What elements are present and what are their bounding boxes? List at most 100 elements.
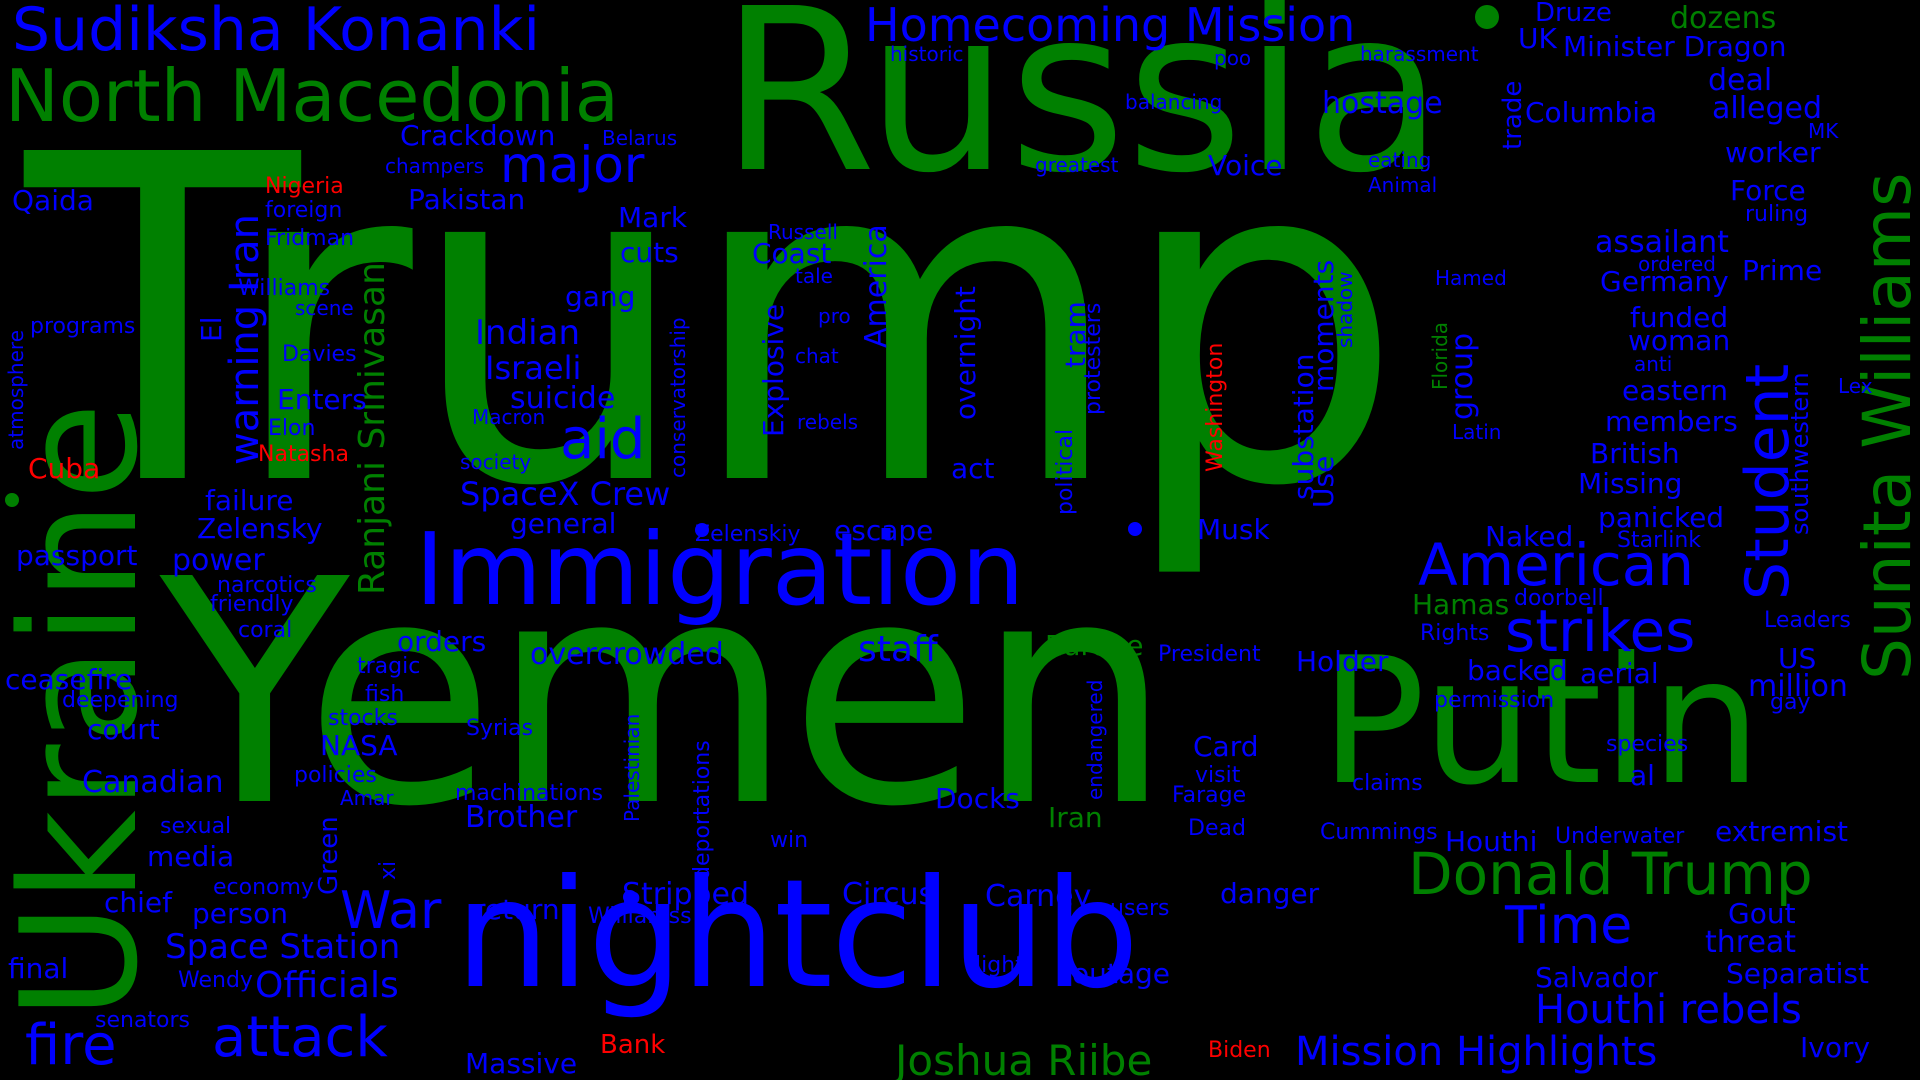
word-williams: Williams: [238, 276, 331, 301]
word-ceasefire: ceasefire: [5, 663, 133, 696]
word-court: court: [87, 713, 160, 746]
word-time: Time: [1505, 896, 1633, 956]
word-strikes: strikes: [1505, 597, 1696, 665]
word-claims: claims: [1352, 771, 1423, 796]
word-chief: chief: [104, 886, 173, 919]
word-outage: outage: [1072, 957, 1171, 990]
word-british: British: [1590, 437, 1680, 470]
word-carney: Carney: [985, 879, 1092, 914]
word-tragic: tragic: [357, 654, 421, 679]
word-joshua-riibe: Joshua Riibe: [895, 1036, 1153, 1080]
word-gang: gang: [565, 280, 636, 313]
word-salvador: Salvador: [1535, 961, 1658, 994]
word-alleged: alleged: [1712, 91, 1823, 126]
word-syrias: Syrias: [466, 716, 534, 741]
word-sexual: sexual: [160, 814, 232, 839]
word-ordered: ordered: [1638, 252, 1716, 276]
word-minister-dragon: Minister Dragon: [1563, 30, 1787, 63]
word-attack: attack: [212, 1005, 388, 1070]
word-permission: permission: [1434, 688, 1555, 713]
word-al: al: [1630, 759, 1655, 792]
word-circus: Circus: [842, 877, 935, 912]
word-wendy: Wendy: [178, 968, 253, 993]
word-threat: threat: [1705, 925, 1797, 960]
word-light: light: [975, 953, 1024, 978]
word-uk: UK: [1518, 22, 1557, 55]
word-protesters: protesters: [1081, 302, 1106, 415]
word-chat: chat: [795, 344, 839, 368]
word-putin: Putin: [1320, 621, 1762, 824]
word-fridman: Fridman: [265, 226, 355, 251]
word-trade: trade: [1498, 80, 1528, 150]
word-historic: historic: [890, 42, 964, 66]
word-hostage: hostage: [1322, 86, 1443, 121]
word-card: Card: [1193, 730, 1259, 763]
word-president: President: [1158, 642, 1261, 667]
word-druze: Druze: [1535, 0, 1612, 28]
dot-4: [695, 523, 709, 537]
word-sudiksha-konanki: Sudiksha Konanki: [12, 0, 541, 65]
word-staff: staff: [858, 629, 938, 670]
word-belarus: Belarus: [602, 126, 678, 150]
word-explosive: Explosive: [757, 303, 790, 437]
word-narcotics: narcotics: [217, 573, 317, 598]
dot-1: [1475, 5, 1499, 29]
word-naked: Naked: [1485, 520, 1574, 553]
word-escape: escape: [834, 514, 934, 547]
word-coral: coral: [238, 618, 293, 643]
word-extremist: extremist: [1715, 815, 1849, 848]
word-return: return: [474, 893, 560, 926]
word-prime: Prime: [1742, 254, 1823, 287]
word-mission-highlights: Mission Highlights: [1295, 1029, 1658, 1075]
dot-3: [623, 890, 637, 904]
word-anti: anti: [1634, 352, 1673, 376]
word-conservatorship: conservatorship: [666, 317, 690, 478]
word-political: political: [1053, 428, 1078, 515]
word-coast: Coast: [752, 237, 832, 270]
word-visit: visit: [1195, 763, 1241, 788]
word-hamas: Hamas: [1412, 588, 1510, 621]
word-gout: Gout: [1728, 897, 1796, 930]
word-mark: Mark: [618, 201, 688, 234]
word-holder: Holder: [1296, 645, 1389, 678]
word-person: person: [192, 897, 288, 930]
word-docks: Docks: [935, 782, 1020, 815]
word-gay: gay: [1770, 690, 1811, 715]
word-members: members: [1605, 405, 1738, 438]
word-underwater: Underwater: [1555, 824, 1685, 849]
word-war: War: [340, 881, 442, 941]
word-users: users: [1110, 896, 1170, 921]
word-aid: aid: [560, 407, 646, 472]
word-stocks: stocks: [328, 706, 398, 731]
word-israeli: Israeli: [485, 349, 582, 387]
word-leaders: Leaders: [1764, 608, 1851, 633]
word-dead: Dead: [1188, 816, 1246, 841]
word-endangered: endangered: [1083, 679, 1107, 800]
word-cuts: cuts: [620, 236, 679, 269]
word-greatest: greatest: [1035, 153, 1119, 177]
word-bank: Bank: [600, 1030, 666, 1060]
word-shadow: shadow: [1333, 271, 1357, 348]
word-us: US: [1778, 642, 1817, 675]
word-farage: Farage: [1172, 783, 1247, 808]
word-el: El: [195, 316, 228, 342]
word-force: Force: [1730, 174, 1806, 207]
word-deal: deal: [1708, 63, 1773, 98]
word-ruling: ruling: [1745, 202, 1809, 227]
word-scene: scene: [295, 296, 354, 320]
word-germany: Germany: [1600, 265, 1729, 298]
word-machinations: machinations: [455, 781, 604, 806]
word-society: society: [460, 450, 532, 474]
word-musk: Musk: [1197, 513, 1270, 546]
word-houthi: Houthi: [1445, 825, 1538, 858]
word-yemen: Yemen: [160, 514, 1172, 875]
word-win: win: [770, 828, 809, 853]
word-fire: fire: [25, 1013, 117, 1078]
word-foreign: foreign: [265, 198, 343, 223]
word-overcrowded: overcrowded: [530, 637, 724, 672]
word-ranjani-srinivasan: Ranjani Srinivasan: [352, 262, 393, 595]
word-biden: Biden: [1208, 1038, 1271, 1063]
word-houthi-rebels: Houthi rebels: [1535, 987, 1802, 1033]
word-danger: danger: [1220, 877, 1320, 910]
word-stripped: Stripped: [622, 877, 750, 912]
